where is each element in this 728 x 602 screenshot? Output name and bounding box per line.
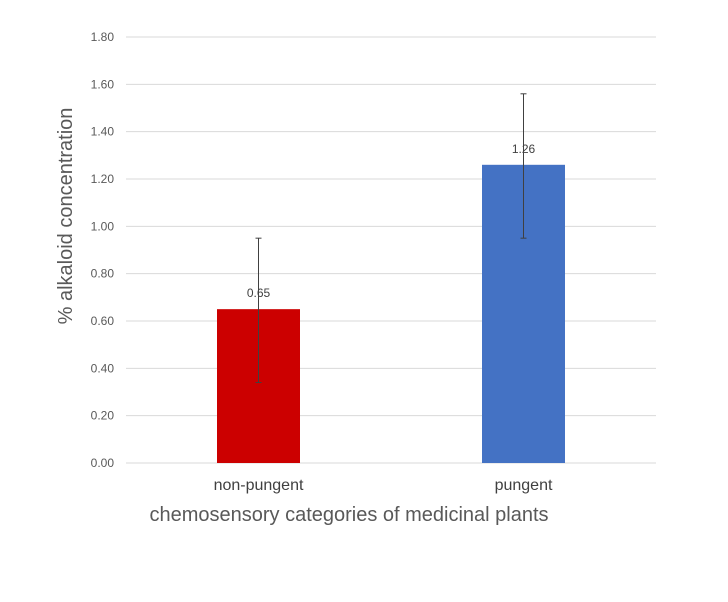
- y-tick-label: 0.60: [91, 314, 115, 328]
- y-tick-label: 0.00: [91, 456, 115, 470]
- data-label: 0.65: [247, 286, 271, 300]
- y-tick-label: 0.20: [91, 409, 115, 423]
- x-axis-categories: non-pungent pungent: [214, 477, 553, 494]
- data-label: 1.26: [512, 142, 536, 156]
- error-bar: [520, 93, 527, 239]
- y-axis-ticks: 0.00 0.20 0.40 0.60 0.80 1.00 1.20 1.40 1.60 1.80: [91, 30, 115, 470]
- y-tick-label: 1.40: [91, 125, 115, 139]
- y-tick-label: 1.00: [91, 219, 115, 233]
- gridlines: [126, 36, 656, 464]
- y-axis-title: % alkaloid concentration: [55, 108, 77, 325]
- data-labels: 0.65 1.26: [247, 142, 536, 300]
- y-tick-label: 0.80: [91, 267, 115, 281]
- bars: [217, 164, 565, 464]
- error-bar: [255, 237, 262, 384]
- y-tick-label: 1.60: [91, 77, 115, 91]
- x-category-label: non-pungent: [214, 477, 304, 494]
- x-axis-title: chemosensory categories of medicinal pla…: [149, 504, 548, 526]
- x-category-label: pungent: [495, 477, 553, 494]
- error-bars: [255, 93, 527, 384]
- y-tick-label: 1.20: [91, 172, 115, 186]
- y-tick-label: 1.80: [91, 30, 115, 44]
- y-tick-label: 0.40: [91, 361, 115, 375]
